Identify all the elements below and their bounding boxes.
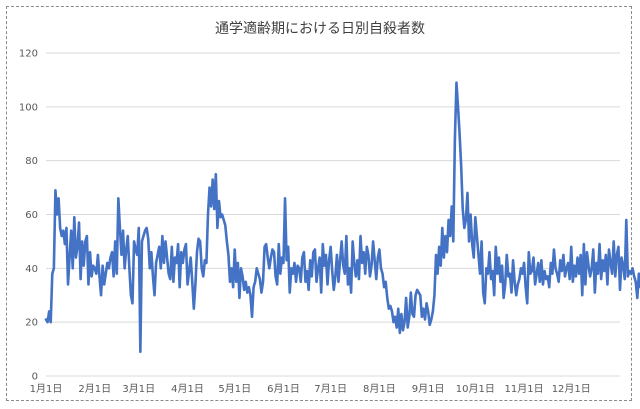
chart-title: 通学適齢期における日別自殺者数 — [215, 20, 425, 37]
x-tick-label: 5月1日 — [218, 383, 251, 395]
x-tick-label: 6月1日 — [267, 383, 300, 395]
x-tick-label: 7月1日 — [314, 383, 347, 395]
y-tick-label: 0 — [32, 372, 38, 383]
x-tick-label: 8月1日 — [363, 383, 396, 395]
x-axis-ticks: 1月1日 2月1日 3月1日 4月1日 5月1日 6月1日 7月1日 8月1日 9月1日 10月1… — [30, 383, 591, 395]
y-axis-ticks: 0 20 40 60 80 100 120 — [19, 49, 38, 383]
x-tick-label: 2月1日 — [78, 383, 111, 395]
chart-frame — [6, 6, 632, 401]
y-tick-label: 20 — [25, 318, 38, 329]
x-tick-label: 11月1日 — [505, 383, 544, 395]
y-tick-label: 60 — [25, 210, 38, 221]
x-tick-label: 9月1日 — [412, 383, 445, 395]
series-layer — [44, 81, 640, 354]
series-line-0 — [44, 81, 640, 354]
y-tick-label: 100 — [19, 102, 38, 113]
y-tick-label: 120 — [19, 49, 38, 60]
y-tick-label: 80 — [25, 156, 38, 167]
x-tick-label: 3月1日 — [122, 383, 155, 395]
x-tick-label: 10月1日 — [456, 383, 495, 395]
x-tick-label: 4月1日 — [171, 383, 204, 395]
y-tick-label: 40 — [25, 264, 38, 275]
x-tick-label: 12月1日 — [552, 383, 591, 395]
x-tick-label: 1月1日 — [30, 383, 63, 395]
gridlines — [46, 52, 620, 377]
